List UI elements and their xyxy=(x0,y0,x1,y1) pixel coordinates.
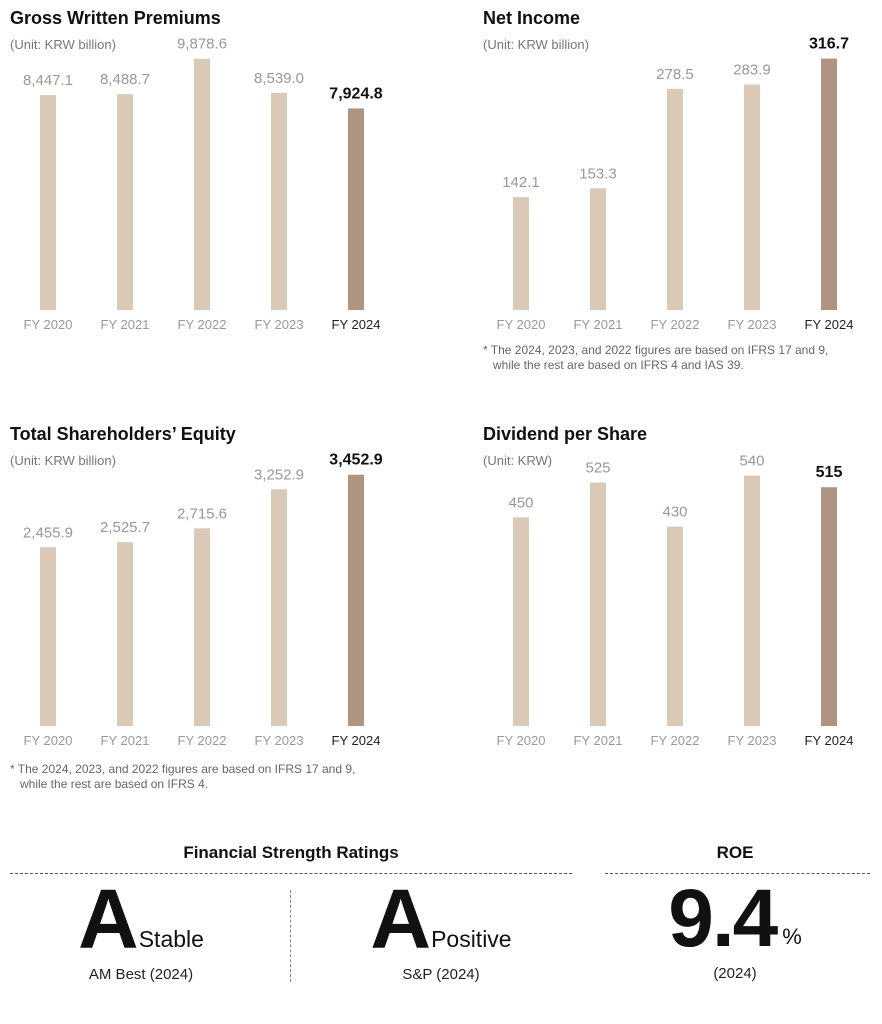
bar-value-label: 450 xyxy=(508,494,533,511)
x-tick-label: FY 2020 xyxy=(24,733,73,748)
rating-grade: A xyxy=(370,872,431,966)
footnote-line: while the rest are based on IFRS 4 and I… xyxy=(493,358,744,372)
bar-fy-2024 xyxy=(348,108,364,310)
x-tick-label: FY 2022 xyxy=(178,317,227,332)
chart-panel-net-income: 142.1 FY 2020 153.3 FY 2021 278.5 FY 2022 283.… xyxy=(483,8,882,388)
x-tick-label: FY 2023 xyxy=(255,733,304,748)
chart-title: Total Shareholders’ Equity xyxy=(10,424,236,444)
chart-panel-total-shareholders-equity: 2,455.9 FY 2020 2,525.7 FY 2021 2,715.6 FY 20… xyxy=(10,424,420,804)
chart-panel-gross-written-premiums: 8,447.1 FY 2020 8,488.7 FY 2021 9,878.6 FY 20… xyxy=(10,8,420,388)
rating-outlook: Positive xyxy=(431,926,512,952)
x-tick-label: FY 2024 xyxy=(805,317,854,332)
ratings-divider xyxy=(10,873,572,874)
bar-fy-2021 xyxy=(117,542,133,726)
x-tick-label: FY 2024 xyxy=(332,733,381,748)
bar-fy-2024 xyxy=(821,487,837,726)
bar-value-label: 278.5 xyxy=(656,66,694,83)
bar-fy-2022 xyxy=(667,526,683,726)
roe-title: ROE xyxy=(716,843,754,862)
bar-fy-2020 xyxy=(40,95,56,310)
roe-year: (2024) xyxy=(713,965,757,982)
rating-outlook: Stable xyxy=(138,926,204,952)
ratings-title: Financial Strength Ratings xyxy=(183,843,399,862)
chart-unit: (Unit: KRW) xyxy=(483,453,553,468)
chart-title: Net Income xyxy=(483,8,581,28)
x-tick-label: FY 2020 xyxy=(497,733,546,748)
bar-value-label: 316.7 xyxy=(809,36,849,53)
bar-value-label: 2,715.6 xyxy=(177,505,227,522)
x-tick-label: FY 2021 xyxy=(101,733,150,748)
bar-value-label: 8,447.1 xyxy=(23,72,73,89)
bar-fy-2023 xyxy=(271,92,287,310)
bar-value-label: 9,878.6 xyxy=(177,36,227,53)
x-tick-label: FY 2024 xyxy=(805,733,854,748)
bar-fy-2020 xyxy=(513,517,529,726)
x-tick-label: FY 2023 xyxy=(728,733,777,748)
x-tick-label: FY 2021 xyxy=(574,317,623,332)
bar-value-label: 3,452.9 xyxy=(329,452,382,469)
rating-grade: A xyxy=(78,872,139,966)
bar-value-label: 515 xyxy=(816,464,843,481)
x-tick-label: FY 2020 xyxy=(497,317,546,332)
chart-unit: (Unit: KRW billion) xyxy=(483,37,589,52)
bar-value-label: 430 xyxy=(662,504,687,521)
chart-title: Dividend per Share xyxy=(483,424,648,444)
bar-fy-2022 xyxy=(667,88,683,310)
chart-panel-dividend-per-share: 450 FY 2020 525 FY 2021 430 FY 2022 540 FY 2023… xyxy=(483,424,882,804)
bar-fy-2023 xyxy=(271,489,287,726)
bar-chart: 8,447.1 FY 2020 8,488.7 FY 2021 9,878.6 FY 20… xyxy=(23,36,383,332)
bar-value-label: 283.9 xyxy=(733,62,771,79)
bar-value-label: 3,252.9 xyxy=(254,466,304,483)
x-tick-label: FY 2024 xyxy=(332,317,381,332)
bar-value-label: 8,488.7 xyxy=(100,71,150,88)
bar-value-label: 8,539.0 xyxy=(254,70,304,87)
bar-fy-2022 xyxy=(194,528,210,726)
bar-value-label: 2,525.7 xyxy=(100,519,150,536)
bar-value-label: 540 xyxy=(739,453,764,470)
bar-fy-2022 xyxy=(194,58,210,310)
bar-chart: 450 FY 2020 525 FY 2021 430 FY 2022 540 FY 2023… xyxy=(497,453,854,748)
bar-fy-2021 xyxy=(590,188,606,310)
bar-value-label: 142.1 xyxy=(502,174,540,191)
roe-value: 9.4 xyxy=(668,873,778,964)
x-tick-label: FY 2023 xyxy=(728,317,777,332)
chart-footnote: * The 2024, 2023, and 2022 figures are b… xyxy=(483,343,828,373)
bar-value-label: 153.3 xyxy=(579,165,617,182)
bar-fy-2021 xyxy=(590,482,606,726)
roe-figure: 9.4 % xyxy=(600,873,870,964)
rating-sp: A Positive S&P (2024) xyxy=(310,872,572,994)
ratings-vertical-divider xyxy=(290,890,291,982)
x-tick-label: FY 2022 xyxy=(651,733,700,748)
rating-source: AM Best (2024) xyxy=(88,966,194,983)
footnote-line: while the rest are based on IFRS 4. xyxy=(20,777,209,791)
bar-chart: 142.1 FY 2020 153.3 FY 2021 278.5 FY 2022 283.… xyxy=(497,36,854,332)
chart-unit: (Unit: KRW billion) xyxy=(10,37,116,52)
chart-footnote: * The 2024, 2023, and 2022 figures are b… xyxy=(10,762,355,792)
footnote-line: * The 2024, 2023, and 2022 figures are b… xyxy=(10,762,356,776)
x-tick-label: FY 2020 xyxy=(24,317,73,332)
x-tick-label: FY 2021 xyxy=(574,733,623,748)
bar-fy-2020 xyxy=(513,197,529,310)
x-tick-label: FY 2021 xyxy=(101,317,150,332)
chart-unit: (Unit: KRW billion) xyxy=(10,453,116,468)
bar-fy-2024 xyxy=(821,58,837,311)
roe-unit: % xyxy=(782,924,802,949)
x-tick-label: FY 2022 xyxy=(651,317,700,332)
bar-fy-2021 xyxy=(117,94,133,310)
bar-value-label: 525 xyxy=(585,460,610,477)
footnote-line: * The 2024, 2023, and 2022 figures are b… xyxy=(483,343,829,357)
x-tick-label: FY 2023 xyxy=(255,317,304,332)
bar-fy-2023 xyxy=(744,84,760,310)
bar-value-label: 2,455.9 xyxy=(23,524,73,541)
roe-divider xyxy=(605,873,870,874)
bar-fy-2023 xyxy=(744,475,760,726)
rating-source: S&P (2024) xyxy=(402,966,480,983)
rating-am-best: A Stable AM Best (2024) xyxy=(10,872,272,994)
x-tick-label: FY 2022 xyxy=(178,733,227,748)
chart-title: Gross Written Premiums xyxy=(10,8,221,28)
bar-value-label: 7,924.8 xyxy=(329,85,382,102)
bar-fy-2020 xyxy=(40,547,56,726)
bar-chart: 2,455.9 FY 2020 2,525.7 FY 2021 2,715.6 FY 20… xyxy=(23,452,383,748)
bar-fy-2024 xyxy=(348,474,364,726)
